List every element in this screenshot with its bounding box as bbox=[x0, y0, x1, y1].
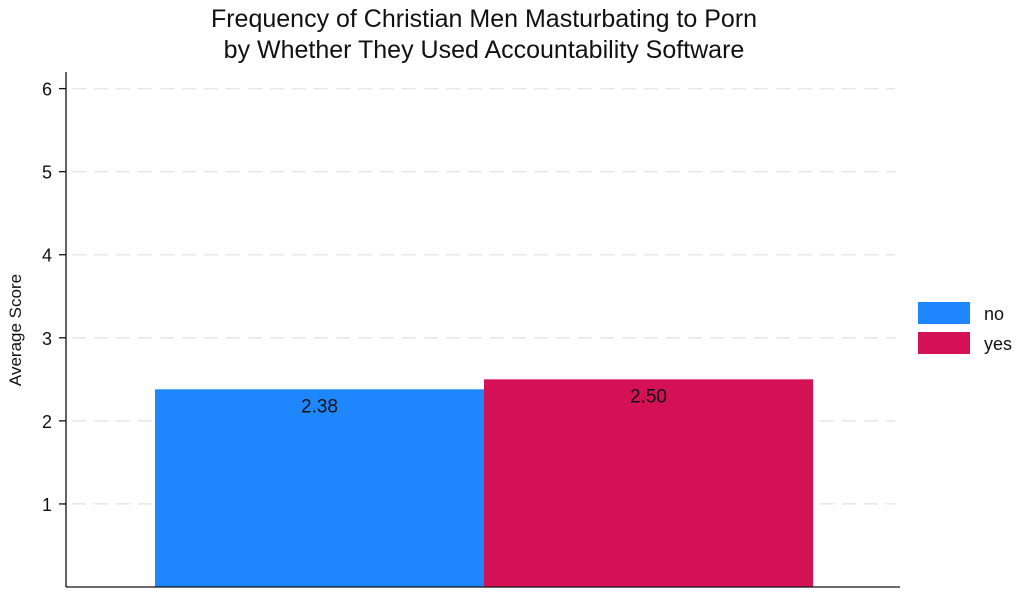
axes bbox=[65, 72, 900, 588]
legend-label-yes: yes bbox=[984, 334, 1012, 354]
y-tick-label: 2 bbox=[42, 412, 52, 432]
data-labels: 2.38 2.50 bbox=[301, 386, 667, 417]
chart-title: Frequency of Christian Men Masturbating … bbox=[211, 5, 757, 64]
legend: no yes bbox=[918, 302, 1012, 354]
y-tick-label: 6 bbox=[42, 80, 52, 100]
legend-swatch-yes bbox=[918, 332, 970, 354]
bar-no bbox=[155, 389, 484, 587]
y-ticks: 1 2 3 4 5 6 bbox=[42, 80, 66, 515]
y-tick-label: 5 bbox=[42, 163, 52, 183]
y-tick-label: 3 bbox=[42, 329, 52, 349]
data-label-yes: 2.50 bbox=[630, 386, 667, 407]
data-label-no: 2.38 bbox=[301, 396, 338, 417]
legend-label-no: no bbox=[984, 304, 1004, 324]
bar-yes bbox=[484, 379, 813, 587]
y-axis-title: Average Score bbox=[6, 274, 25, 386]
chart-title-line-1: Frequency of Christian Men Masturbating … bbox=[211, 5, 757, 33]
y-tick-label: 4 bbox=[42, 246, 52, 266]
bars bbox=[155, 379, 813, 587]
chart-title-line-2: by Whether They Used Accountability Soft… bbox=[224, 36, 745, 64]
y-tick-label: 1 bbox=[42, 495, 52, 515]
legend-swatch-no bbox=[918, 302, 970, 324]
